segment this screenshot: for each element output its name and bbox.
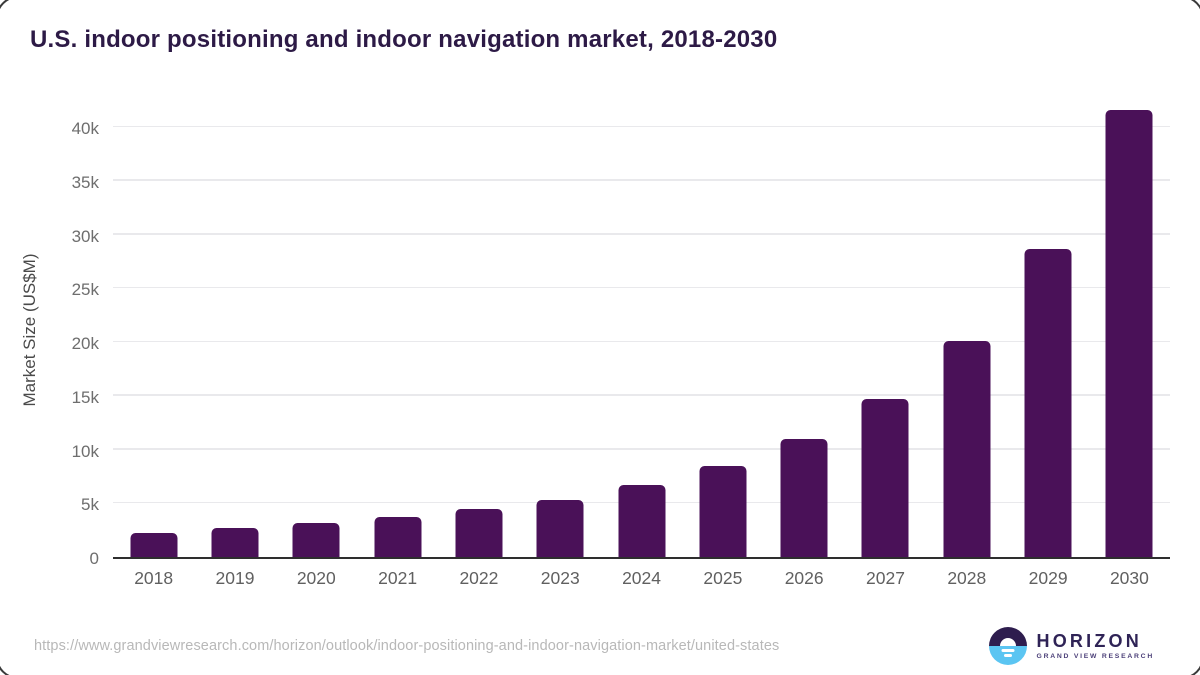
- bar-band-2018: [113, 100, 194, 557]
- bar-2030: [1105, 110, 1153, 557]
- y-tick-label-30k: 30k: [71, 226, 99, 246]
- y-tick-label-20k: 20k: [71, 334, 99, 354]
- bar-2029: [1024, 248, 1072, 557]
- logo-title: HORIZON: [1036, 631, 1142, 651]
- bar-2018: [130, 533, 178, 557]
- gridline-30k: [113, 233, 1170, 235]
- y-tick-label-40k: 40k: [71, 119, 99, 139]
- horizon-logo-icon: [988, 627, 1027, 665]
- x-tick-label-2025: 2025: [703, 568, 743, 588]
- gridline-20k: [113, 340, 1170, 343]
- bar-band-2030: [1089, 100, 1170, 557]
- bar-band-2022: [438, 100, 519, 557]
- bar-band-2029: [1007, 100, 1088, 557]
- bar-2021: [374, 517, 422, 557]
- y-tick-label-10k: 10k: [71, 441, 99, 461]
- bar-2028: [943, 340, 991, 557]
- x-tick-label-2027: 2027: [866, 568, 905, 588]
- bar-band-2025: [682, 100, 763, 557]
- bar-band-2019: [194, 100, 275, 557]
- bars-container: [113, 100, 1170, 557]
- y-tick-label-25k: 25k: [71, 280, 99, 300]
- x-axis-ticks: 2018 2019 2020 2021 2022 2023 2024 2025 2026 2027…: [113, 568, 1170, 589]
- y-tick-label-5k: 5k: [81, 495, 99, 515]
- x-tick-label-2018: 2018: [134, 568, 174, 588]
- sun-icon: [999, 638, 1016, 646]
- bar-band-2023: [520, 100, 601, 557]
- x-tick-label-2029: 2029: [1028, 568, 1068, 588]
- x-tick-label-2023: 2023: [540, 568, 580, 588]
- bar-2022: [455, 509, 503, 557]
- bar-band-2026: [764, 100, 845, 557]
- y-tick-label-0: 0: [89, 549, 99, 568]
- x-tick-label-2024: 2024: [622, 568, 661, 588]
- bar-2023: [536, 499, 584, 557]
- bar-2020: [292, 523, 340, 557]
- bar-2025: [699, 465, 747, 557]
- bar-band-2020: [276, 100, 357, 557]
- x-tick-label-2028: 2028: [947, 568, 987, 588]
- x-tick-label-2021: 2021: [378, 568, 418, 588]
- gridline-40k: [113, 125, 1170, 128]
- source-url: https://www.grandviewresearch.com/horizo…: [34, 638, 780, 654]
- x-tick-label-2022: 2022: [459, 568, 499, 588]
- footer: https://www.grandviewresearch.com/horizo…: [0, 613, 1200, 675]
- gridline-25k: [113, 286, 1170, 289]
- gridline-15k: [113, 394, 1170, 396]
- x-tick-label-2020: 2020: [296, 568, 336, 588]
- bar-2026: [780, 438, 828, 557]
- gridline-10k: [113, 448, 1170, 450]
- y-tick-label-35k: 35k: [71, 172, 99, 192]
- y-tick-label-15k: 15k: [71, 387, 99, 407]
- x-tick-label-2026: 2026: [784, 568, 824, 588]
- bar-2027: [861, 398, 909, 557]
- plot-area: [113, 100, 1170, 559]
- bar-band-2028: [926, 100, 1007, 557]
- x-tick-label-2019: 2019: [215, 568, 255, 588]
- bar-2019: [211, 528, 259, 557]
- y-axis-ticks: 0 5k 10k 15k 20k 25k 30k 35k 40k: [0, 100, 99, 568]
- bar-2024: [618, 485, 666, 557]
- x-tick-label-2030: 2030: [1109, 568, 1149, 588]
- logo-subtitle: GRAND VIEW RESEARCH: [1036, 653, 1154, 660]
- page-title: U.S. indoor positioning and indoor navig…: [30, 26, 778, 53]
- gridline-35k: [113, 179, 1170, 181]
- horizon-logo: HORIZON GRAND VIEW RESEARCH: [988, 627, 1154, 665]
- bar-band-2027: [845, 100, 926, 557]
- bar-band-2024: [601, 100, 682, 557]
- bar-band-2021: [357, 100, 438, 557]
